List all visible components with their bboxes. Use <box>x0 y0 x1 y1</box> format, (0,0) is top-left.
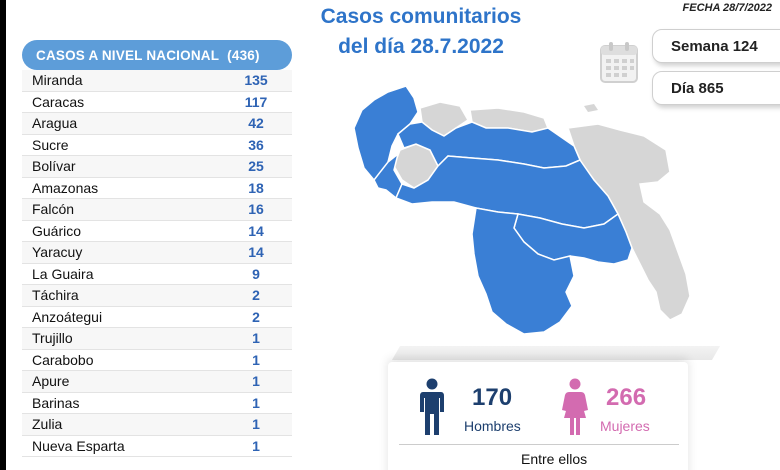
state-name: Nueva Esparta <box>32 437 125 454</box>
case-count: 1 <box>252 416 260 433</box>
map-region-island <box>584 104 598 112</box>
state-name: Apure <box>32 373 70 390</box>
state-name: Yaracuy <box>32 244 83 261</box>
table-row: Trujillo 1 <box>22 328 292 350</box>
table-row: Carabobo 1 <box>22 349 292 371</box>
stats-divider <box>399 444 679 445</box>
national-cases-table: CASOS A NIVEL NACIONAL (436) Miranda 135 C… <box>22 40 292 457</box>
table-row: Nueva Esparta 1 <box>22 435 292 457</box>
state-name: Táchira <box>32 287 79 304</box>
state-name: Bolívar <box>32 158 76 175</box>
table-row: Táchira 2 <box>22 285 292 307</box>
case-count: 25 <box>248 158 264 175</box>
table-row: Yaracuy 14 <box>22 242 292 264</box>
case-count: 1 <box>252 394 260 411</box>
table-row: Zulia 1 <box>22 414 292 436</box>
case-count: 1 <box>252 351 260 368</box>
calendar-icon <box>600 42 638 83</box>
title-line-2: del día 28.7.2022 <box>338 35 504 58</box>
table-title: CASOS A NIVEL NACIONAL <box>36 47 220 63</box>
page-title: Casos comunitarios del día 28.7.2022 <box>256 2 586 62</box>
table-row: Bolívar 25 <box>22 156 292 178</box>
case-count: 117 <box>244 93 268 110</box>
table-row: Aragua 42 <box>22 113 292 135</box>
title-line-1: Casos comunitarios <box>320 5 522 28</box>
case-count: 14 <box>248 222 264 239</box>
table-row: Anzoátegui 2 <box>22 306 292 328</box>
state-name: Aragua <box>32 115 78 132</box>
state-name: Falcón <box>32 201 75 218</box>
state-name: Anzoátegui <box>32 308 103 325</box>
table-row: Guárico 14 <box>22 220 292 242</box>
women-count: 266 <box>606 384 647 411</box>
woman-icon <box>562 378 588 435</box>
table-row: Amazonas 18 <box>22 177 292 199</box>
state-name: Sucre <box>32 136 69 153</box>
stats-card-top <box>391 346 721 360</box>
table-row: Barinas 1 <box>22 392 292 414</box>
date-label: FECHA 28/7/2022 <box>682 2 772 14</box>
women-label: Mujeres <box>600 418 650 434</box>
case-count: 2 <box>252 287 260 304</box>
state-name: Carabobo <box>32 351 94 368</box>
state-name: Caracas <box>32 93 85 110</box>
state-name: Barinas <box>32 394 80 411</box>
case-count: 14 <box>248 244 264 261</box>
infographic: Casos comunitarios del día 28.7.2022 FEC… <box>6 0 780 470</box>
entre-ellos-label: Entre ellos <box>521 451 588 467</box>
case-count: 9 <box>252 265 260 282</box>
table-row: Caracas 117 <box>22 91 292 113</box>
case-count: 2 <box>252 308 260 325</box>
case-count: 42 <box>248 115 264 132</box>
state-name: Miranda <box>32 72 83 89</box>
week-counter: Semana 124 <box>652 29 780 63</box>
case-count: 1 <box>252 330 260 347</box>
table-row: Apure 1 <box>22 371 292 393</box>
state-name: Amazonas <box>32 179 99 196</box>
table-header: CASOS A NIVEL NACIONAL (436) <box>22 40 292 70</box>
table-total: (436) <box>227 47 260 63</box>
case-count: 36 <box>248 136 264 153</box>
state-name: La Guaira <box>32 265 94 282</box>
state-name: Trujillo <box>32 330 73 347</box>
table-rows: Miranda 135 Caracas 117 Aragua 42 Sucre 36 Bolív… <box>22 70 292 457</box>
table-row: Sucre 36 <box>22 134 292 156</box>
case-count: 1 <box>252 437 260 454</box>
case-count: 1 <box>252 373 260 390</box>
table-row: La Guaira 9 <box>22 263 292 285</box>
map-region-amazonas <box>471 207 575 335</box>
table-row: Miranda 135 <box>22 70 292 92</box>
men-count: 170 <box>472 384 513 411</box>
case-count: 18 <box>248 179 264 196</box>
men-label: Hombres <box>464 418 521 434</box>
case-count: 16 <box>248 201 264 218</box>
venezuela-map <box>353 85 691 335</box>
day-counter: Día 865 <box>652 71 780 105</box>
man-icon <box>420 378 444 435</box>
case-count: 135 <box>244 72 268 89</box>
table-row: Falcón 16 <box>22 199 292 221</box>
state-name: Zulia <box>32 416 63 433</box>
state-name: Guárico <box>32 222 82 239</box>
